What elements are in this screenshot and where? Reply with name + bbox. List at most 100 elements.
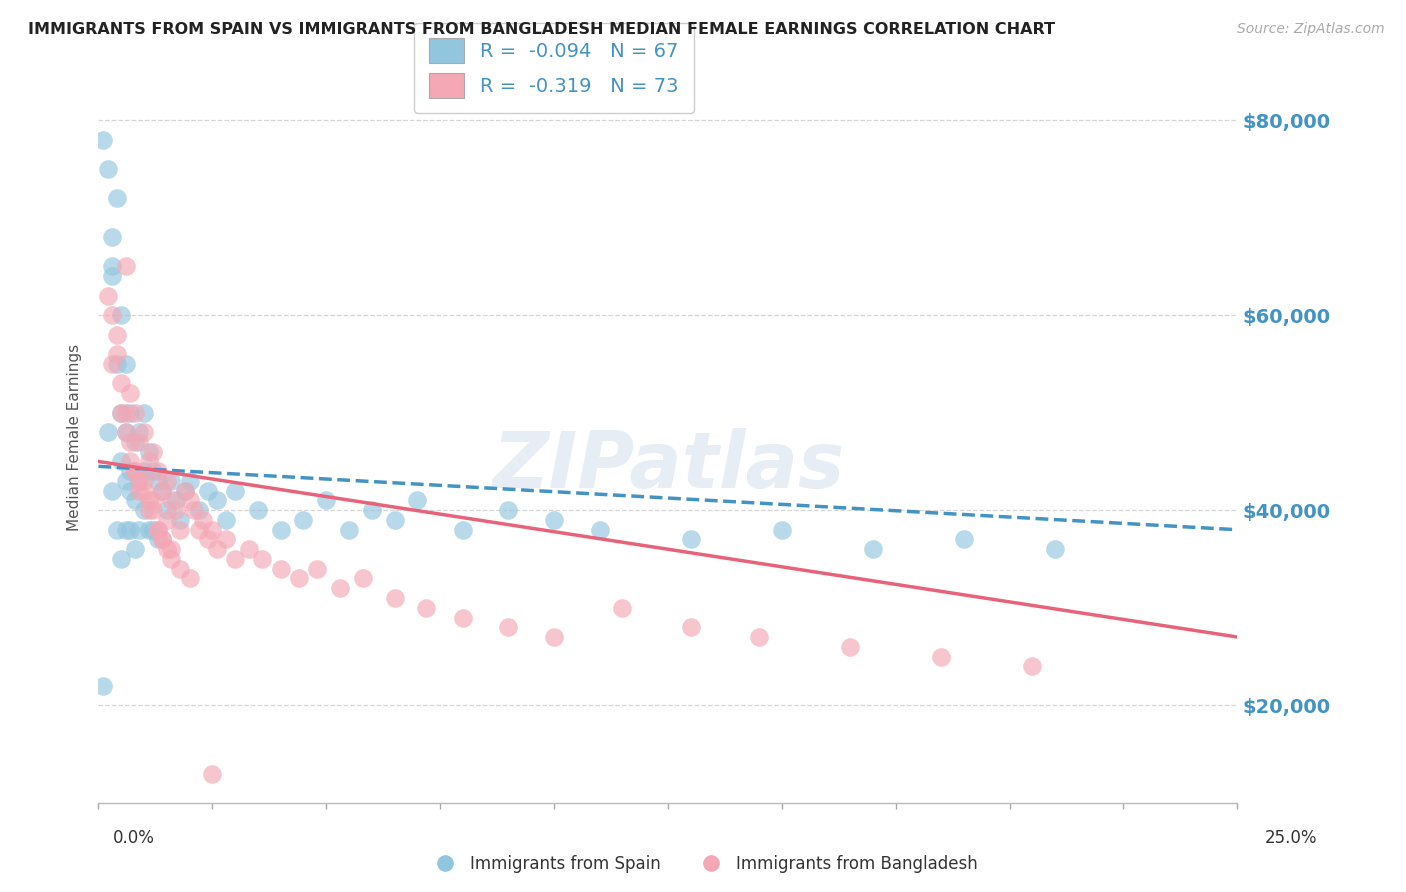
Point	[105, 327, 128, 342]
Point	[193, 513, 215, 527]
Point	[498, 620, 520, 634]
Point	[197, 483, 219, 498]
Point	[114, 406, 136, 420]
Text: 25.0%: 25.0%	[1264, 829, 1317, 847]
Point	[156, 513, 179, 527]
Point	[142, 493, 165, 508]
Point	[288, 572, 311, 586]
Point	[142, 523, 165, 537]
Point	[101, 260, 124, 274]
Point	[124, 464, 146, 478]
Point	[862, 542, 884, 557]
Text: 0.0%: 0.0%	[112, 829, 155, 847]
Point	[215, 513, 238, 527]
Point	[179, 572, 201, 586]
Point	[406, 493, 429, 508]
Point	[748, 630, 770, 644]
Point	[187, 503, 209, 517]
Point	[110, 376, 132, 391]
Point	[201, 523, 224, 537]
Point	[156, 542, 179, 557]
Point	[132, 464, 155, 478]
Point	[142, 503, 165, 517]
Point	[124, 434, 146, 449]
Point	[120, 386, 142, 401]
Point	[160, 493, 183, 508]
Point	[953, 533, 976, 547]
Point	[138, 493, 160, 508]
Point	[360, 503, 382, 517]
Point	[179, 474, 201, 488]
Point	[110, 454, 132, 468]
Legend: Immigrants from Spain, Immigrants from Bangladesh: Immigrants from Spain, Immigrants from B…	[422, 848, 984, 880]
Point	[179, 493, 201, 508]
Legend: R =  -0.094   N = 67, R =  -0.319   N = 73: R = -0.094 N = 67, R = -0.319 N = 73	[413, 22, 695, 113]
Point	[224, 483, 246, 498]
Point	[839, 640, 862, 654]
Point	[270, 523, 292, 537]
Point	[187, 523, 209, 537]
Text: ZIPatlas: ZIPatlas	[492, 428, 844, 504]
Point	[101, 308, 124, 322]
Point	[246, 503, 269, 517]
Point	[138, 523, 160, 537]
Point	[156, 503, 179, 517]
Point	[270, 562, 292, 576]
Point	[205, 542, 228, 557]
Point	[138, 503, 160, 517]
Point	[238, 542, 260, 557]
Point	[101, 357, 124, 371]
Point	[120, 483, 142, 498]
Point	[169, 562, 191, 576]
Point	[114, 474, 136, 488]
Point	[138, 454, 160, 468]
Point	[120, 406, 142, 420]
Point	[114, 425, 136, 440]
Point	[91, 679, 114, 693]
Point	[128, 474, 150, 488]
Point	[132, 503, 155, 517]
Point	[146, 474, 169, 488]
Point	[169, 513, 191, 527]
Point	[132, 425, 155, 440]
Point	[96, 288, 118, 302]
Point	[451, 523, 474, 537]
Point	[451, 610, 474, 624]
Point	[96, 425, 118, 440]
Point	[132, 406, 155, 420]
Point	[114, 523, 136, 537]
Point	[183, 503, 205, 517]
Point	[101, 230, 124, 244]
Point	[337, 523, 360, 537]
Point	[114, 260, 136, 274]
Point	[770, 523, 793, 537]
Text: Source: ZipAtlas.com: Source: ZipAtlas.com	[1237, 22, 1385, 37]
Point	[160, 474, 183, 488]
Point	[679, 620, 702, 634]
Point	[128, 483, 150, 498]
Point	[150, 483, 173, 498]
Point	[101, 483, 124, 498]
Point	[146, 523, 169, 537]
Point	[384, 591, 406, 605]
Point	[124, 464, 146, 478]
Point	[138, 444, 160, 458]
Point	[201, 766, 224, 780]
Point	[120, 523, 142, 537]
Point	[150, 533, 173, 547]
Point	[165, 493, 187, 508]
Point	[498, 503, 520, 517]
Point	[156, 474, 179, 488]
Point	[146, 464, 169, 478]
Point	[197, 533, 219, 547]
Point	[679, 533, 702, 547]
Point	[128, 434, 150, 449]
Point	[105, 191, 128, 205]
Point	[150, 483, 173, 498]
Point	[128, 523, 150, 537]
Point	[142, 444, 165, 458]
Point	[315, 493, 337, 508]
Point	[174, 483, 197, 498]
Point	[1043, 542, 1066, 557]
Point	[91, 133, 114, 147]
